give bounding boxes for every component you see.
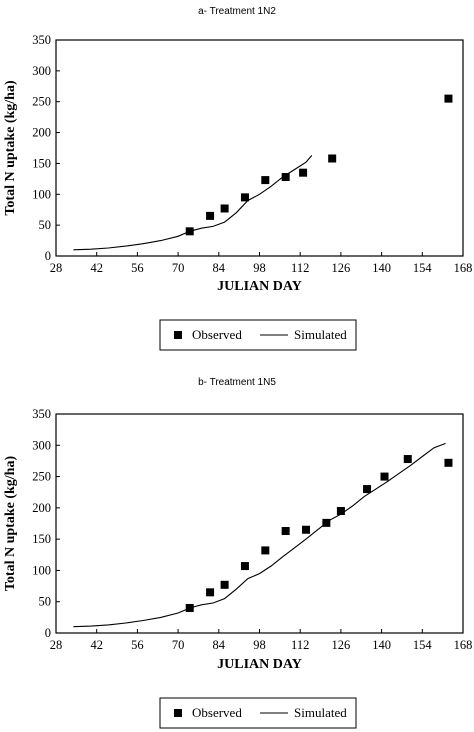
observed-point — [302, 525, 311, 534]
x-tick-label: 56 — [131, 261, 144, 275]
x-tick-label: 28 — [50, 638, 63, 652]
x-tick-label: 84 — [213, 261, 226, 275]
observed-point — [299, 168, 308, 177]
observed-point — [444, 458, 453, 467]
x-tick-label: 126 — [332, 261, 351, 275]
x-tick-label: 168 — [454, 638, 473, 652]
y-tick-label: 250 — [32, 95, 51, 109]
y-tick-label: 150 — [32, 532, 51, 546]
x-tick-label: 98 — [253, 261, 266, 275]
y-tick-label: 50 — [39, 595, 52, 609]
x-axis-label: JULIAN DAY — [217, 657, 302, 672]
y-tick-label: 300 — [32, 438, 51, 452]
legend-simulated-label: Simulated — [294, 327, 347, 342]
observed-point — [261, 176, 270, 185]
observed-point — [281, 527, 290, 536]
observed-point — [380, 472, 389, 481]
chart-title: b- Treatment 1N5 — [198, 377, 276, 388]
legend: Observed Simulated — [159, 697, 357, 729]
y-tick-label: 100 — [32, 563, 51, 577]
plot-frame — [55, 39, 464, 257]
x-tick-label: 140 — [372, 638, 391, 652]
chart-title: a- Treatment 1N2 — [198, 6, 276, 17]
x-axis-label: JULIAN DAY — [217, 279, 302, 294]
observed-point — [336, 506, 345, 515]
observed-point — [328, 154, 337, 163]
y-tick-label: 200 — [32, 501, 51, 515]
observed-point — [240, 562, 249, 571]
x-tick-label: 28 — [50, 261, 63, 275]
legend-observed-marker — [174, 709, 182, 717]
observed-point — [281, 173, 290, 182]
x-tick-label: 168 — [454, 261, 473, 275]
x-tick-label: 70 — [172, 638, 185, 652]
x-tick-label: 42 — [90, 261, 103, 275]
legend-observed-marker — [174, 331, 182, 339]
observed-point — [444, 94, 453, 103]
chart-a: a- Treatment 1N2 28 42 56 70 84 98 112 126 140 154… — [3, 6, 473, 351]
observed-point — [220, 204, 229, 213]
x-tick-label: 70 — [172, 261, 185, 275]
y-tick-label: 100 — [32, 187, 51, 201]
simulated-line — [73, 442, 446, 628]
y-tick-label: 200 — [32, 126, 51, 140]
observed-point — [220, 580, 229, 589]
simulated-line — [73, 155, 313, 251]
x-tick-label: 56 — [131, 638, 144, 652]
x-tick-label: 42 — [90, 638, 103, 652]
x-tick-label: 112 — [291, 261, 309, 275]
y-tick-label: 150 — [32, 156, 51, 170]
x-tick-label: 112 — [291, 638, 309, 652]
y-tick-label: 0 — [45, 249, 51, 263]
observed-point — [206, 211, 215, 220]
y-axis-label: Total N uptake (kg/ha) — [3, 80, 18, 216]
y-tick-label: 250 — [32, 470, 51, 484]
x-tick-label: 126 — [332, 638, 351, 652]
legend-observed-label: Observed — [192, 327, 242, 342]
y-tick-label: 350 — [32, 407, 51, 421]
y-tick-label: 300 — [32, 64, 51, 78]
x-tick-label: 140 — [372, 261, 391, 275]
legend-observed-label: Observed — [192, 705, 242, 720]
y-tick-label: 350 — [32, 33, 51, 47]
observed-point — [240, 193, 249, 202]
x-tick-label: 84 — [213, 638, 226, 652]
plot-frame — [55, 413, 464, 634]
legend-simulated-label: Simulated — [294, 705, 347, 720]
legend: Observed Simulated — [159, 319, 357, 351]
y-tick-label: 0 — [45, 626, 51, 640]
y-tick-label: 50 — [39, 218, 52, 232]
observed-point — [403, 455, 412, 464]
observed-point — [363, 485, 372, 494]
x-tick-label: 154 — [413, 261, 433, 275]
x-tick-label: 98 — [253, 638, 266, 652]
observed-point — [206, 588, 215, 597]
legend-box — [159, 319, 357, 351]
legend-box — [159, 697, 357, 729]
y-axis-label: Total N uptake (kg/ha) — [3, 456, 18, 592]
x-tick-label: 154 — [413, 638, 433, 652]
chart-b: b- Treatment 1N5 28 42 56 70 84 98 112 126 140 154… — [3, 377, 473, 729]
observed-point — [261, 546, 270, 555]
